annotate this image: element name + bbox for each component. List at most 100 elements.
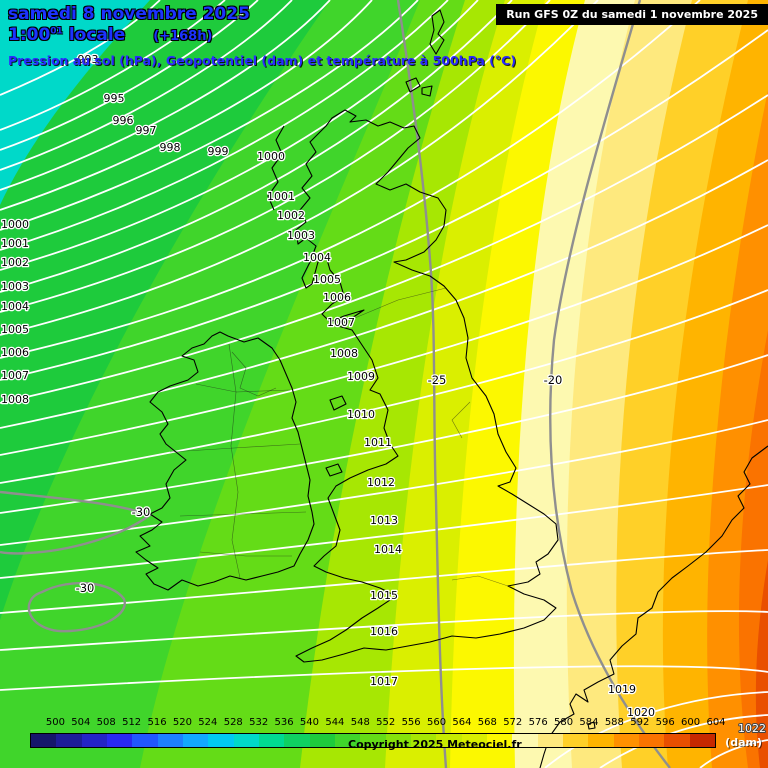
pressure-edge-label: 1008 <box>1 393 29 406</box>
scale-value: 588 <box>604 717 624 728</box>
pressure-label: 1006 <box>323 291 351 304</box>
pressure-label: 1005 <box>313 273 341 286</box>
island-anglesey <box>325 463 343 477</box>
coastline-great-britain <box>295 109 559 663</box>
scale-cell <box>334 734 361 747</box>
isobar-line <box>0 0 513 293</box>
scale-legend: 500 504 508 512 516 520 524 528 532 536 540 544 548 5… <box>30 716 726 752</box>
scale-values: 500 504 508 512 516 520 524 528 532 536 540 544 548 5… <box>30 716 726 730</box>
pressure-label: 998 <box>160 141 181 154</box>
isobar-line <box>0 0 331 191</box>
map-header: samedi 8 novembre 2025 1:0001 locale (+168… <box>8 4 516 68</box>
isobar-line <box>0 665 768 691</box>
coastline-continent <box>539 445 768 768</box>
pressure-edge-label: 1003 <box>1 280 29 293</box>
pressure-label: 1008 <box>330 347 358 360</box>
pressure-label: 1015 <box>370 589 398 602</box>
scale-value: 600 <box>681 717 701 728</box>
temperature-label: -25 <box>428 373 447 387</box>
isobar-line <box>0 0 449 251</box>
scale-value: 524 <box>198 717 218 728</box>
pressure-edge-label: 1006 <box>1 346 29 359</box>
pressure-edge-label: 1001 <box>1 237 29 250</box>
scale-cell <box>613 734 639 747</box>
border-line <box>199 551 292 557</box>
scale-value: 504 <box>71 717 91 728</box>
scale-cell <box>461 734 487 747</box>
isobar-line <box>0 0 701 359</box>
pressure-label: 995 <box>104 92 125 105</box>
scale-value: 500 <box>45 717 65 728</box>
border-line <box>228 343 241 579</box>
scale-cell <box>182 734 209 747</box>
scale-value: 576 <box>528 717 548 728</box>
scale-cell <box>664 734 690 747</box>
scale-value: 560 <box>426 717 447 728</box>
scale-cell <box>309 734 335 747</box>
pressure-label: 1010 <box>347 408 375 421</box>
scale-cell <box>588 734 614 747</box>
scale-value: 528 <box>223 717 243 728</box>
temperature-label: -30 <box>132 505 151 519</box>
scale-cell <box>233 734 259 747</box>
isobar-line <box>0 0 373 211</box>
border-line <box>231 351 277 397</box>
pressure-edge-label: 1002 <box>1 256 29 269</box>
scale-cell <box>157 734 183 747</box>
border-line <box>349 287 447 321</box>
time-suffix: locale <box>68 25 126 46</box>
scale-value: 552 <box>376 717 396 728</box>
isobar-line <box>699 739 768 768</box>
pressure-label: 1007 <box>327 316 355 329</box>
pressure-label: 1017 <box>370 675 398 688</box>
local-time: 1:00 <box>8 25 51 46</box>
scale-cell <box>385 734 411 747</box>
date-text: samedi 8 novembre 2025 <box>8 4 250 24</box>
scale-cell <box>436 734 462 747</box>
isobar-line <box>0 0 419 231</box>
pressure-label: 1022 <box>738 722 766 735</box>
island-outer-hebrides <box>267 125 285 211</box>
scale-value: 520 <box>172 717 192 728</box>
pressure-label: 1019 <box>608 683 636 696</box>
pressure-label: 996 <box>113 114 134 127</box>
pressure-edge-label: 1005 <box>1 323 29 336</box>
scale-value: 596 <box>655 717 675 728</box>
border-line <box>195 383 291 393</box>
scale-value: 592 <box>630 717 650 728</box>
scale-value: 584 <box>579 717 599 728</box>
run-info-box: Run GFS 0Z du samedi 1 novembre 2025 <box>496 4 768 25</box>
pressure-label: 1012 <box>367 476 395 489</box>
pressure-label: 1014 <box>374 543 402 556</box>
isobar-line <box>0 354 768 514</box>
time-superscript: 01 <box>50 26 63 37</box>
pressure-label: 997 <box>136 124 157 137</box>
isobar-line <box>0 159 768 429</box>
pressure-label: 993 <box>78 53 99 66</box>
pressure-label: 1016 <box>370 625 398 638</box>
scale-value: 536 <box>274 717 294 728</box>
isobar-line <box>0 0 226 131</box>
scale-value: 568 <box>477 717 497 728</box>
map-subtitle: Pression au sol (hPa), Geopotentiel (dam… <box>8 52 517 68</box>
scale-cell <box>208 734 234 747</box>
pressure-label: 1009 <box>347 370 375 383</box>
scale-value: 508 <box>96 717 116 728</box>
scale-unit-label: (dam) <box>725 736 762 749</box>
isobar-line <box>0 94 768 404</box>
isobar-line <box>0 0 551 313</box>
isobar-line <box>0 0 599 336</box>
pressure-label: 1013 <box>370 514 398 527</box>
scale-value: 512 <box>122 717 142 728</box>
scale-cell <box>486 734 513 747</box>
isobar-line <box>544 691 768 768</box>
scale-value: 516 <box>147 717 167 728</box>
coastline-ireland <box>135 331 315 591</box>
temperature-label: -30 <box>76 581 95 595</box>
isobar-line <box>0 29 768 381</box>
copyright-text: Copyright 2025 Meteociel.fr <box>348 738 522 751</box>
coastlines <box>135 9 768 768</box>
